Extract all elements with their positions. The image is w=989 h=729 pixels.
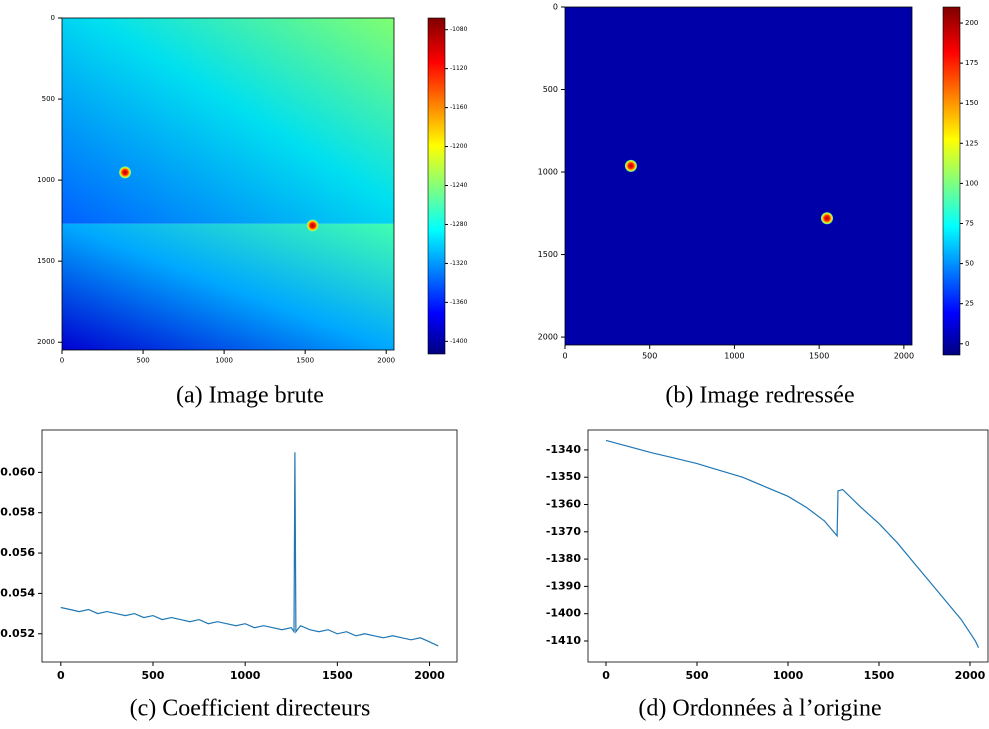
y-tick-label: -1340: [546, 443, 582, 456]
colorbar-tick-label: 125: [965, 139, 978, 147]
axes-frame: [61, 17, 395, 351]
y-tick-label: 2000: [37, 338, 55, 346]
y-tick-label: 1000: [37, 176, 55, 184]
colorbar-tick-label: -1400: [450, 338, 468, 345]
y-tick-label: 2000: [538, 333, 558, 342]
colorbar: [942, 6, 961, 356]
x-tick-label: 500: [686, 669, 709, 682]
colorbar-tick-label: -1160: [450, 104, 468, 111]
y-tick-label: -1400: [546, 607, 582, 620]
x-tick-label: 500: [142, 669, 165, 682]
x-tick-label: 1500: [809, 352, 829, 361]
axes-frame: [587, 429, 989, 663]
colorbar-tick-label: -1080: [450, 26, 468, 33]
x-tick-label: 1500: [322, 669, 353, 682]
y-tick-label: -1390: [546, 579, 582, 592]
x-tick-label: 2000: [377, 356, 395, 364]
colorbar-tick-label: -1360: [450, 299, 468, 306]
y-tick-label: 0.054: [0, 586, 35, 599]
data-line: [605, 439, 980, 649]
colorbar-tick-label: 50: [965, 260, 974, 268]
y-tick-label: 0: [51, 14, 55, 22]
y-tick-label: 0: [553, 3, 558, 12]
hot-spot: [820, 212, 833, 225]
y-tick-label: 0.056: [0, 546, 35, 559]
x-tick-label: 0: [602, 669, 610, 682]
image: [62, 18, 394, 224]
x-tick-label: 500: [136, 356, 149, 364]
colorbar-tick-label: 75: [965, 219, 974, 227]
x-tick-label: 1000: [773, 669, 804, 682]
colorbar-tick-label: -1240: [450, 182, 468, 189]
axes-frame: [41, 429, 458, 663]
colorbar-tick-label: -1280: [450, 221, 468, 228]
colorbar-tick-label: 25: [965, 300, 974, 308]
axes-frame: [564, 6, 913, 346]
y-tick-label: 0.052: [0, 627, 35, 640]
y-tick-label: -1410: [546, 634, 582, 647]
y-tick-label: 500: [543, 85, 558, 94]
y-tick-label: 1500: [37, 257, 55, 265]
x-tick-label: 0: [60, 356, 64, 364]
x-tick-label: 1000: [724, 352, 744, 361]
y-tick-label: 1000: [538, 168, 558, 177]
colorbar-tick-label: 175: [965, 59, 978, 67]
x-tick-label: 0: [562, 352, 567, 361]
y-tick-label: 0.060: [0, 465, 35, 478]
y-tick-label: -1350: [546, 470, 582, 483]
x-tick-label: 1000: [215, 356, 233, 364]
colorbar-tick-label: 150: [965, 99, 978, 107]
image: [62, 223, 394, 350]
y-tick-label: -1380: [546, 552, 582, 565]
hot-spot: [119, 166, 132, 179]
caption: (c) Coefficient directeurs: [130, 696, 371, 722]
caption: (a) Image brute: [176, 383, 324, 409]
x-tick-label: 1500: [864, 669, 895, 682]
y-tick-label: -1360: [546, 498, 582, 511]
colorbar-tick-label: 200: [965, 19, 978, 27]
y-tick-label: 0.058: [0, 506, 35, 519]
y-tick-label: 500: [42, 95, 55, 103]
y-tick-label: 1500: [538, 250, 558, 259]
x-tick-label: 1000: [230, 669, 261, 682]
x-tick-label: 2000: [894, 352, 914, 361]
x-tick-label: 1500: [296, 356, 314, 364]
caption: (b) Image redressée: [665, 383, 854, 409]
hot-spot: [306, 219, 319, 232]
colorbar-tick-label: 0: [965, 340, 969, 348]
colorbar-tick-label: -1200: [450, 143, 468, 150]
hot-spot: [624, 159, 637, 172]
x-tick-label: 2000: [955, 669, 986, 682]
x-tick-label: 500: [642, 352, 657, 361]
x-tick-label: 0: [57, 669, 65, 682]
colorbar-tick-label: 100: [965, 179, 978, 187]
caption: (d) Ordonnées à l’origine: [638, 696, 881, 722]
data-line: [60, 452, 439, 647]
x-tick-label: 2000: [414, 669, 445, 682]
y-tick-label: -1370: [546, 525, 582, 538]
colorbar-tick-label: -1120: [450, 65, 468, 72]
colorbar: [427, 17, 446, 355]
image: [565, 7, 912, 345]
colorbar-tick-label: -1320: [450, 260, 468, 267]
